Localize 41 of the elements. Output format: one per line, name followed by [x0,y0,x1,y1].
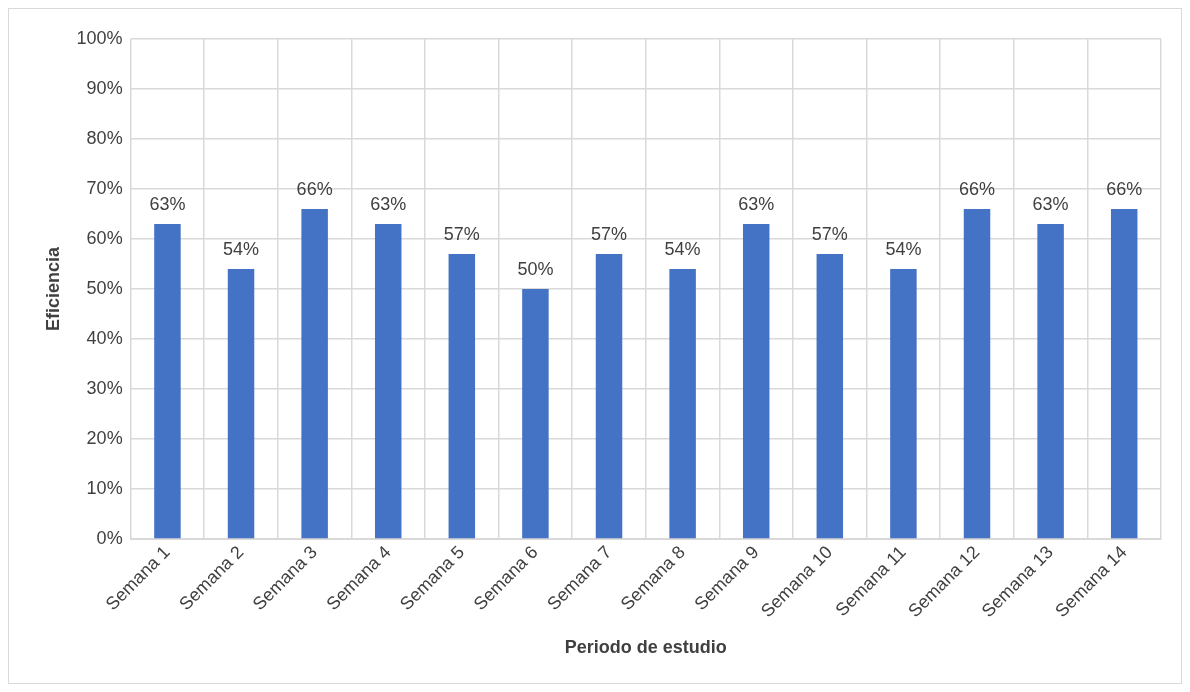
data-label: 57% [443,223,480,244]
bar [374,224,402,539]
y-tick-label: 50% [86,277,123,298]
bar [963,209,991,539]
bar [816,254,844,539]
data-label: 54% [664,238,701,259]
y-axis-title: Eficiencia [42,246,63,332]
data-label: 66% [958,178,996,199]
data-label: 63% [1032,193,1069,214]
bar [154,224,181,539]
bar [669,269,696,539]
data-label: 63% [149,193,186,214]
y-tick-label: 90% [86,77,123,98]
data-label: 57% [591,223,628,244]
y-tick-label: 80% [86,127,123,148]
y-tick-label: 70% [86,177,123,198]
bar [301,209,328,539]
x-axis-title: Periodo de estudio [564,637,727,658]
data-label: 57% [811,223,848,244]
bar [1037,224,1064,539]
bar [890,269,917,539]
bar [595,254,623,539]
y-tick-label: 10% [86,477,123,498]
data-label: 63% [370,193,407,214]
y-tick-label: 40% [86,327,123,348]
bar [742,224,770,539]
data-label: 66% [1106,178,1143,199]
y-tick-label: 0% [96,528,123,548]
bar [1110,209,1138,539]
y-tick-label: 60% [86,227,123,248]
bar [522,289,549,539]
data-label: 50% [517,258,554,279]
data-label: 54% [885,238,922,259]
y-tick-label: 100% [76,27,123,48]
y-tick-label: 30% [86,377,123,398]
bar [448,254,476,539]
y-tick-label: 20% [86,427,123,448]
data-label: 63% [738,193,775,214]
bar [227,269,255,539]
data-label: 54% [223,238,260,259]
data-label: 66% [296,178,333,199]
